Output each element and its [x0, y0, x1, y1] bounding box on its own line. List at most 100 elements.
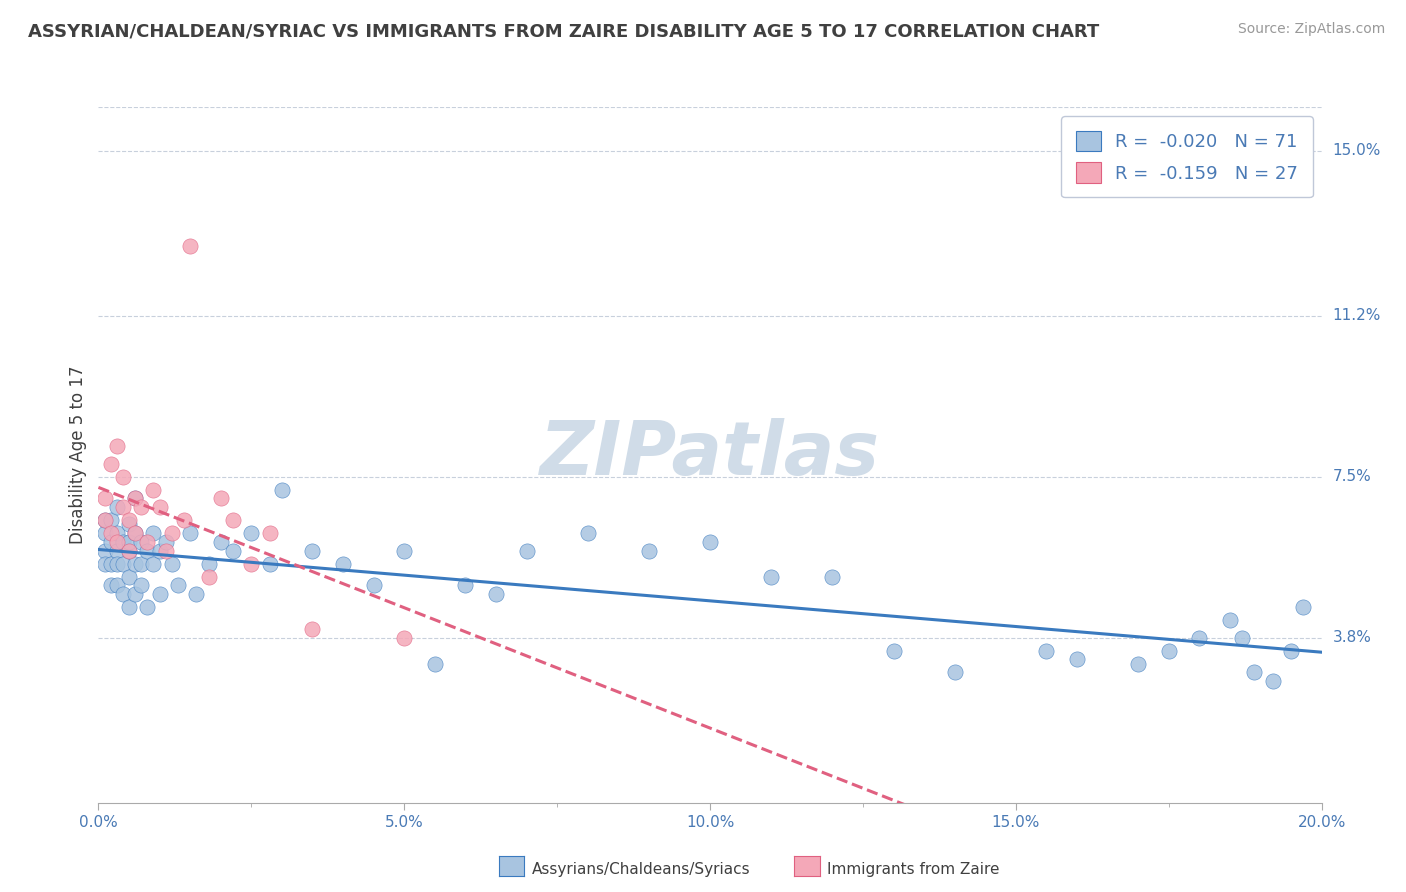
- Point: [105, 535, 128, 549]
- Text: ASSYRIAN/CHALDEAN/SYRIAC VS IMMIGRANTS FROM ZAIRE DISABILITY AGE 5 TO 17 CORRELA: ASSYRIAN/CHALDEAN/SYRIAC VS IMMIGRANTS F…: [28, 22, 1099, 40]
- Point: [1261, 674, 1284, 689]
- Point: [142, 526, 165, 541]
- Point: [136, 543, 159, 558]
- Y-axis label: Disability Age 5 to 17: Disability Age 5 to 17: [69, 366, 87, 544]
- Point: [93, 513, 115, 527]
- Point: [93, 513, 115, 527]
- Point: [118, 570, 141, 584]
- Point: [124, 526, 146, 541]
- Point: [883, 643, 905, 657]
- Point: [301, 622, 323, 636]
- Text: Source: ZipAtlas.com: Source: ZipAtlas.com: [1237, 22, 1385, 37]
- Point: [93, 557, 115, 571]
- Point: [93, 491, 115, 506]
- Point: [167, 578, 190, 592]
- Point: [197, 557, 219, 571]
- Point: [186, 587, 208, 601]
- Point: [759, 570, 782, 584]
- Point: [111, 500, 134, 514]
- Point: [179, 239, 201, 253]
- Point: [124, 491, 146, 506]
- Point: [1243, 665, 1265, 680]
- Text: ZIPatlas: ZIPatlas: [540, 418, 880, 491]
- Point: [124, 557, 146, 571]
- Point: [93, 543, 115, 558]
- Point: [155, 535, 177, 549]
- Point: [1219, 613, 1241, 627]
- Point: [222, 513, 245, 527]
- Text: 7.5%: 7.5%: [1333, 469, 1371, 484]
- Point: [240, 526, 263, 541]
- Point: [209, 491, 232, 506]
- Point: [209, 535, 232, 549]
- Point: [197, 570, 219, 584]
- Point: [423, 657, 446, 671]
- Point: [136, 535, 159, 549]
- Point: [332, 557, 354, 571]
- Point: [142, 557, 165, 571]
- Point: [149, 500, 172, 514]
- Point: [100, 513, 122, 527]
- Point: [105, 500, 128, 514]
- Point: [124, 491, 146, 506]
- Point: [1279, 643, 1302, 657]
- Point: [1157, 643, 1180, 657]
- Point: [129, 535, 152, 549]
- Point: [485, 587, 508, 601]
- Point: [699, 535, 721, 549]
- Point: [392, 543, 416, 558]
- Point: [142, 483, 165, 497]
- Point: [637, 543, 661, 558]
- Point: [100, 535, 122, 549]
- Point: [105, 578, 128, 592]
- Point: [105, 439, 128, 453]
- Point: [111, 587, 134, 601]
- Text: 11.2%: 11.2%: [1333, 309, 1381, 323]
- Point: [105, 526, 128, 541]
- Point: [222, 543, 245, 558]
- Point: [118, 513, 141, 527]
- Point: [1230, 631, 1253, 645]
- Point: [118, 600, 141, 615]
- Point: [173, 513, 195, 527]
- Point: [118, 543, 141, 558]
- Point: [93, 526, 115, 541]
- Point: [124, 526, 146, 541]
- Point: [100, 457, 122, 471]
- Point: [270, 483, 292, 497]
- Point: [943, 665, 966, 680]
- Text: Assyrians/Chaldeans/Syriacs: Assyrians/Chaldeans/Syriacs: [531, 863, 749, 877]
- Point: [100, 578, 122, 592]
- Point: [118, 517, 141, 532]
- Point: [259, 557, 281, 571]
- Point: [363, 578, 385, 592]
- Point: [259, 526, 281, 541]
- Point: [1128, 657, 1150, 671]
- Text: Immigrants from Zaire: Immigrants from Zaire: [827, 863, 1000, 877]
- Point: [124, 587, 146, 601]
- Point: [118, 543, 141, 558]
- Point: [821, 570, 844, 584]
- Point: [105, 557, 128, 571]
- Point: [160, 526, 183, 541]
- Point: [179, 526, 201, 541]
- Point: [129, 500, 152, 514]
- Point: [149, 543, 172, 558]
- Text: 15.0%: 15.0%: [1333, 143, 1381, 158]
- Point: [160, 557, 183, 571]
- Point: [155, 543, 177, 558]
- Point: [136, 600, 159, 615]
- Point: [100, 526, 122, 541]
- Point: [111, 469, 134, 483]
- Point: [100, 557, 122, 571]
- Point: [516, 543, 538, 558]
- Point: [118, 535, 141, 549]
- Point: [1292, 600, 1315, 615]
- Point: [301, 543, 323, 558]
- Point: [576, 526, 599, 541]
- Point: [129, 578, 152, 592]
- Legend: R =  -0.020   N = 71, R =  -0.159   N = 27: R = -0.020 N = 71, R = -0.159 N = 27: [1062, 116, 1313, 197]
- Point: [392, 631, 416, 645]
- Point: [1066, 652, 1088, 666]
- Point: [454, 578, 477, 592]
